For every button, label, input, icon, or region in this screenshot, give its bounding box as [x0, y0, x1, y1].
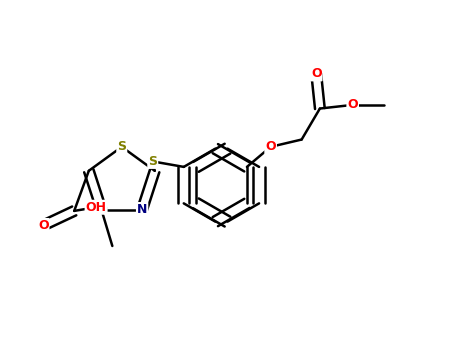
- Text: O: O: [265, 140, 276, 153]
- Text: N: N: [137, 203, 147, 216]
- Text: O: O: [347, 98, 358, 111]
- Text: S: S: [117, 140, 126, 153]
- Text: O: O: [311, 68, 322, 80]
- Text: S: S: [148, 155, 157, 168]
- Text: O: O: [38, 219, 49, 232]
- Text: OH: OH: [86, 201, 106, 214]
